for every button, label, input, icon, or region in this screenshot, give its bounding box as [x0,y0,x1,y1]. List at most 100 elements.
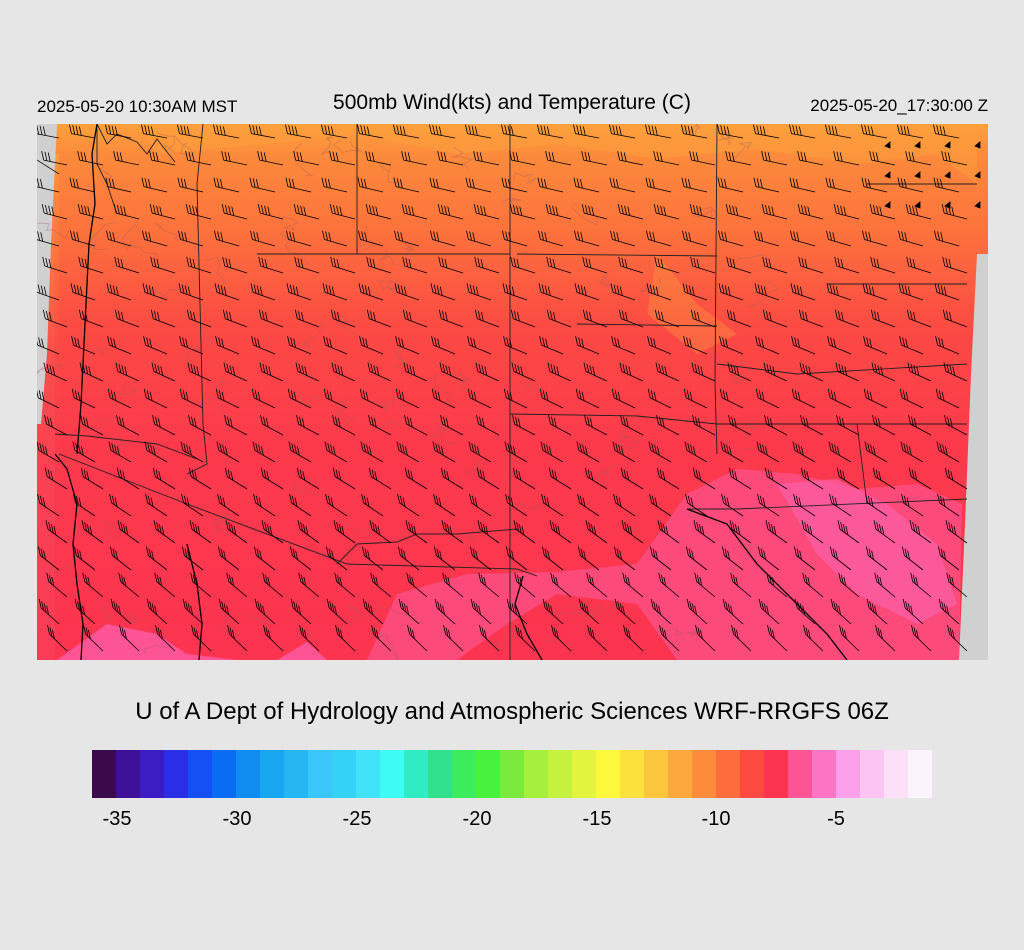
wind-barb [72,441,96,463]
wind-barb [905,204,932,220]
wind-barb [402,256,428,274]
wind-barb [620,467,644,490]
wind-pennant [914,171,921,179]
wind-barb [828,441,852,463]
contour-line [205,396,230,418]
colorbar-swatch [692,750,716,798]
wind-barb [69,177,96,193]
wind-barb [862,283,888,301]
local-time-label: 2025-05-20 10:30AM MST [37,97,238,116]
wind-barb [114,309,140,328]
wind-barb [653,151,680,166]
wind-barb [621,520,644,544]
wind-barb [577,546,600,571]
contour-line [556,605,589,615]
wind-barb [405,520,428,544]
wind-barb [792,441,816,463]
wind-barb [185,151,212,166]
wind-barb [505,493,528,517]
wind-barb [259,362,284,382]
wind-barb [369,520,392,544]
wind-barb [70,230,96,247]
contour-line [732,541,759,556]
contour-line [205,255,226,289]
wind-barb [116,467,140,490]
wind-barb [762,309,788,328]
wind-barb [474,309,500,328]
wind-barb [251,388,276,409]
wind-barb [44,415,68,436]
wind-barb [258,309,284,328]
wind-barb [477,520,500,544]
wind-barb [791,388,816,409]
wind-barb [581,204,608,220]
contour-line [302,321,324,352]
wind-barb [397,546,420,571]
wind-barb [799,362,824,382]
wind-barb [221,204,248,220]
wind-barb [791,336,816,355]
wind-barb [73,493,96,517]
wind-barb [692,415,716,436]
wind-barb [730,572,752,598]
wind-pennant [884,141,891,149]
wind-barb [869,204,896,220]
colorbar-tick-label: -25 [342,808,372,830]
wind-barb [43,362,68,382]
contour-line [586,604,607,621]
wind-barb [865,546,888,571]
wind-barb [155,625,176,652]
wind-barb [478,572,500,598]
wind-barb [510,256,536,274]
wind-barb [107,336,132,355]
wind-barb [187,362,212,382]
colorbar-swatch [860,750,884,798]
wind-barb [875,625,896,652]
wind-barb [475,362,500,382]
wind-barb [610,283,636,301]
wind-barb [834,256,860,274]
wind-barb [222,309,248,328]
colorbar-ticks: -35 -30 -25 -20 -15 -10 -5 [0,808,1024,838]
wind-barb [329,204,356,220]
wind-barb [78,309,104,328]
wind-barb [765,520,788,544]
colorbar-swatch [236,750,260,798]
contour-line [376,420,401,432]
wind-barb [105,177,132,193]
wind-barb [401,151,428,166]
wind-barb [293,151,320,166]
wind-barb [476,415,500,436]
wind-barb [727,362,752,382]
contour-line [570,603,593,622]
wind-pennant [974,201,981,209]
wind-barb [656,467,680,490]
wind-barb [77,204,104,220]
wind-barb [249,177,276,193]
colorbar-swatch [644,750,668,798]
contour-line [608,600,620,619]
colorbar-swatch [716,750,740,798]
colorbar-tick-label: -35 [102,808,132,830]
colorbar-swatch [380,750,404,798]
wind-barb [731,625,752,652]
contour-line [520,381,542,396]
wind-barb [836,467,860,490]
wind-barb [609,177,636,193]
wind-barb [538,283,564,301]
contour-line [153,222,187,240]
wind-barb [223,362,248,382]
wind-barb [433,493,456,517]
wind-barb [429,124,456,139]
wind-barb [47,625,68,652]
wind-barb [260,415,284,436]
wind-barb [646,230,672,247]
wind-barb [432,441,456,463]
contour-line [386,278,400,295]
wind-barb [443,625,464,652]
colorbar-tick-label: -30 [222,808,252,830]
wind-barb [214,230,240,247]
wind-barb [897,177,924,193]
colorbar-tick-label: -20 [462,808,492,830]
wind-barb [78,256,104,274]
